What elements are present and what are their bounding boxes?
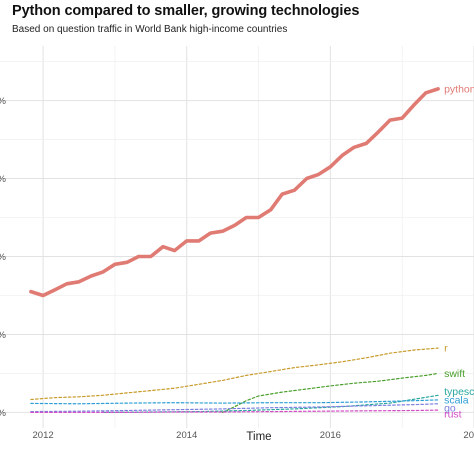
series-label-r: r <box>444 343 448 355</box>
series-label-go: go <box>444 402 456 414</box>
gridlines <box>0 46 474 428</box>
series-line-scala <box>30 399 439 405</box>
y-tick-label: % <box>0 174 7 185</box>
series-line-rust <box>30 409 439 413</box>
series-label-python: python <box>444 83 474 95</box>
x-tick-label: 2016 <box>320 430 341 441</box>
y-tick-label: % <box>0 252 7 263</box>
series-label-swift: swift <box>444 368 465 380</box>
y-axis-ticks: %%%%% <box>0 96 7 419</box>
series-lines <box>29 87 440 413</box>
series-line-swift <box>222 372 439 413</box>
series-labels: python r swift typescriptscalagorust <box>444 83 474 420</box>
y-tick-label: % <box>0 330 7 341</box>
x-tick-label: 2014 <box>176 430 197 441</box>
chart-subtitle: Based on question traffic in World Bank … <box>12 24 288 35</box>
series-label-typescript: typescript <box>444 386 474 398</box>
y-tick-label: % <box>0 96 7 107</box>
chart-title: Python compared to smaller, growing tech… <box>12 3 360 19</box>
x-tick-label: 2012 <box>33 430 54 441</box>
series-label-scala: scala <box>444 394 469 406</box>
x-tick-label: 2018 <box>463 430 474 441</box>
series-label-rust: rust <box>444 409 462 421</box>
series-line-python <box>29 87 440 298</box>
x-axis-ticks: 2012 2014 2016 2018 <box>33 430 474 441</box>
series-line-r <box>30 347 439 401</box>
x-axis-title: Time <box>246 431 271 443</box>
y-tick-label: % <box>0 408 7 419</box>
series-line-go <box>30 403 439 413</box>
